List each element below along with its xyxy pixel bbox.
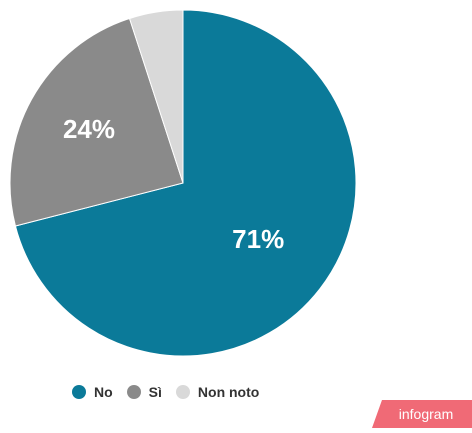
- legend-item-no[interactable]: No: [72, 384, 113, 400]
- pie-slice-non-noto[interactable]: [128, 9, 184, 184]
- pie-slice-no[interactable]: [14, 9, 357, 357]
- data-label-no: 71%: [232, 224, 284, 254]
- chart-legend: No Sì Non noto: [72, 384, 273, 400]
- infogram-badge[interactable]: infogram: [372, 400, 472, 428]
- legend-label-non-noto: Non noto: [197, 384, 260, 400]
- legend-item-non-noto[interactable]: Non noto: [175, 384, 260, 400]
- data-label-s: 24%: [63, 114, 115, 144]
- legend-swatch-no: [72, 385, 86, 399]
- legend-item-si[interactable]: Sì: [126, 384, 162, 400]
- legend-swatch-si: [126, 385, 141, 399]
- legend-label-no: No: [94, 384, 113, 400]
- pie-slice-s[interactable]: [9, 17, 184, 227]
- badge-label: infogram: [398, 406, 454, 422]
- legend-label-si: Sì: [148, 384, 162, 400]
- legend-swatch-non-noto: [175, 385, 190, 399]
